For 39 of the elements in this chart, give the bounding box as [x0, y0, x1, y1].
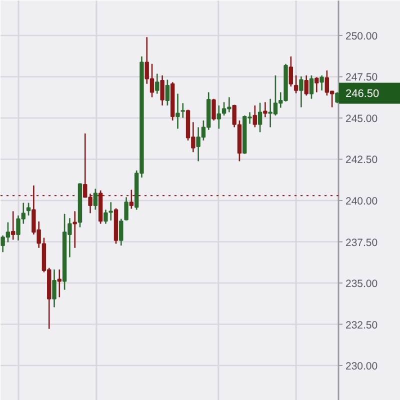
- y-tick-label: 230.00: [346, 360, 378, 373]
- y-tick-label: 247.50: [346, 72, 378, 84]
- y-tick-label: 235.00: [346, 278, 378, 290]
- candlestick: [124, 196, 128, 222]
- candlestick: [263, 102, 268, 118]
- candlestick: [314, 76, 319, 93]
- candlestick: [57, 268, 62, 298]
- candlestick: [119, 218, 124, 246]
- candlestick: [52, 268, 56, 308]
- candlestick: [180, 102, 185, 118]
- y-tick-label: 240.00: [346, 196, 378, 208]
- candlestick: [288, 56, 294, 88]
- candlestick: [304, 74, 308, 96]
- candlestick: [258, 102, 262, 133]
- y-tick-label: 232.50: [346, 319, 378, 332]
- candlestick: [176, 93, 180, 130]
- candlestick: [129, 189, 134, 210]
- candlestick: [72, 210, 77, 249]
- candlestick: [320, 74, 324, 92]
- candlestick: [108, 202, 113, 222]
- candlestick: [252, 104, 257, 128]
- candlestick: [104, 209, 108, 224]
- candlestick: [165, 79, 170, 106]
- candlestick: [93, 188, 98, 210]
- candlestick: [309, 74, 314, 100]
- candlestick: [216, 104, 221, 130]
- candlestick: [26, 202, 31, 216]
- candlestick: [160, 74, 164, 106]
- candlestick: [299, 76, 304, 108]
- y-tick-label: 237.50: [346, 236, 378, 249]
- y-tick-label: 245.00: [346, 112, 378, 125]
- candlestick: [11, 210, 16, 240]
- text: 246.50: [346, 88, 380, 100]
- y-tick-label: 242.50: [346, 154, 378, 166]
- candlestick: [212, 98, 216, 122]
- candlestick: [294, 74, 298, 94]
- candlestick: [335, 92, 340, 104]
- y-tick-label: 250.00: [346, 30, 378, 42]
- candlestick: [155, 73, 160, 94]
